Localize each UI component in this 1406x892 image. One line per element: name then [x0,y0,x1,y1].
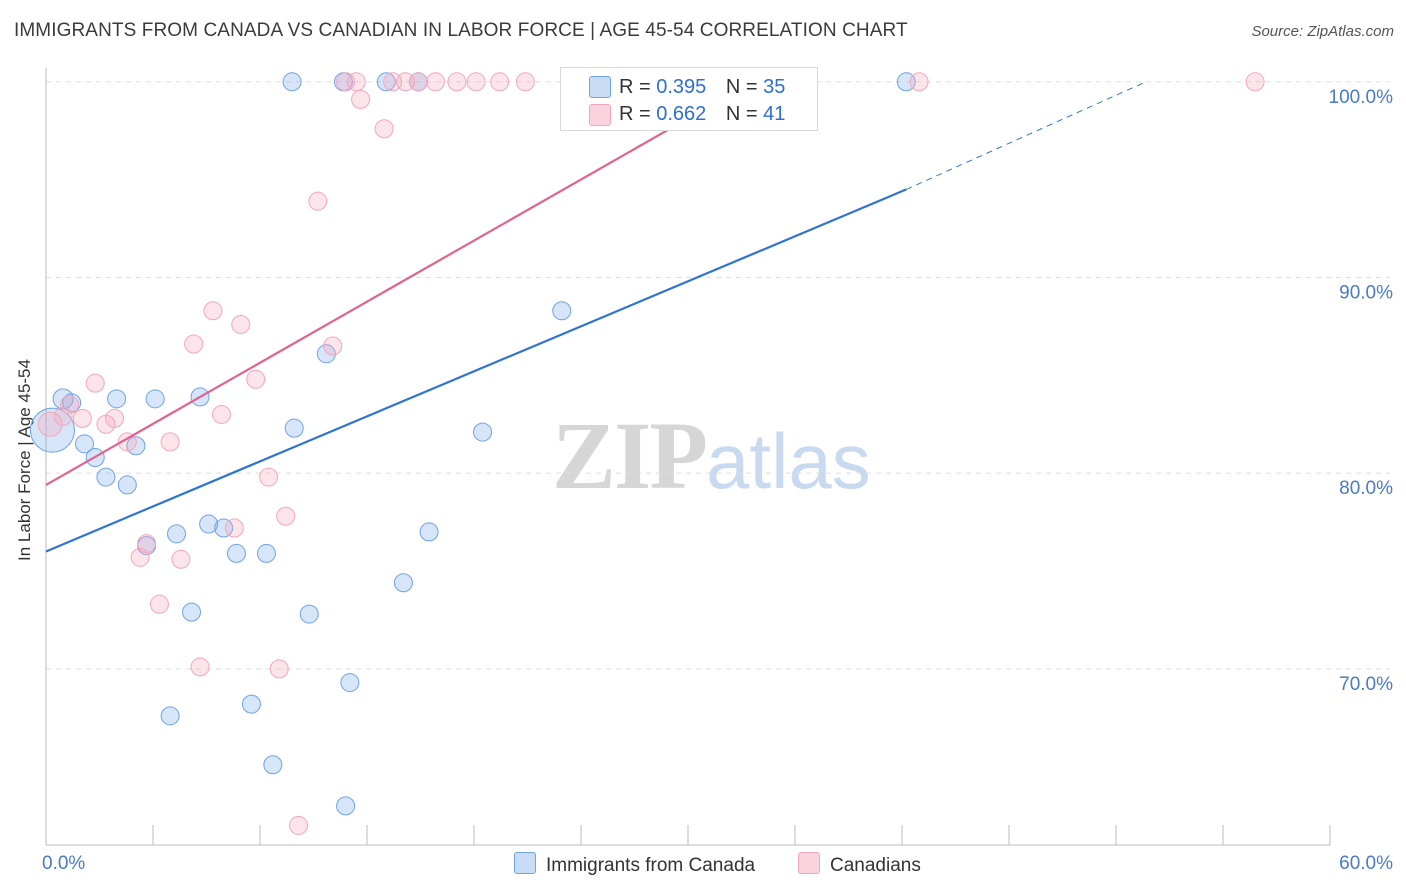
watermark-atlas: atlas [706,417,871,505]
point-canadians [269,659,289,679]
point-canadians [308,191,328,211]
point-canadians [466,72,486,92]
y-tick-label: 100.0% [1329,87,1394,108]
y-tick-label: 90.0% [1339,282,1393,303]
point-canadians [60,395,80,415]
point-immigrants-canada [256,543,276,563]
y-tick-label: 80.0% [1339,478,1393,499]
bottom-swatch-blue [514,852,536,874]
point-immigrants-canada [282,72,302,92]
point-canadians [490,72,510,92]
point-immigrants-canada [107,389,127,409]
point-canadians [190,657,210,677]
legend-n-label: N = [725,76,758,98]
point-immigrants-canada [336,796,356,816]
point-canadians [137,534,157,554]
legend-pink-r: 0.662 [656,103,707,125]
watermark-zip: ZIP [552,402,708,509]
point-immigrants-canada [226,543,246,563]
point-canadians [72,408,92,428]
legend-pink-n: 41 [763,103,786,125]
legend-r-label: R = [619,76,651,98]
point-canadians [408,72,428,92]
trendline-extension [906,81,1147,190]
point-canadians [53,406,73,426]
point-immigrants-canada [263,755,283,775]
legend-r-label: R = [619,103,651,125]
point-canadians [351,89,371,109]
point-immigrants-canada [167,524,187,544]
point-canadians [336,72,356,92]
point-immigrants-canada [199,514,219,534]
point-canadians [447,72,467,92]
point-immigrants-canada [284,418,304,438]
trendline-canadians [45,80,753,486]
point-immigrants-canada [340,673,360,693]
point-canadians [909,72,929,92]
point-immigrants-canada [160,706,180,726]
bottom-legend-blue-label: Immigrants from Canada [546,855,756,876]
point-immigrants-canada [299,604,319,624]
y-tick-label: 70.0% [1339,674,1393,695]
point-canadians [160,432,180,452]
legend-n-label: N = [725,103,758,125]
point-canadians [374,119,394,139]
point-canadians [346,72,366,92]
point-canadians [171,549,191,569]
point-immigrants-canada [117,475,137,495]
point-immigrants-canada [552,301,572,321]
point-immigrants-canada [241,694,261,714]
point-canadians [104,408,124,428]
point-immigrants-canada [182,602,202,622]
point-canadians [515,72,535,92]
legend-blue-n: 35 [763,76,786,98]
point-immigrants-canada [376,72,396,92]
point-canadians [211,404,231,424]
chart-title: IMMIGRANTS FROM CANADA VS CANADIAN IN LA… [14,20,908,41]
point-immigrants-canada [75,434,95,454]
bottom-legend-pink: Canadians [798,852,921,877]
point-immigrants-canada [96,467,116,487]
legend-swatch-blue [589,76,611,98]
point-canadians [184,334,204,354]
point-canadians [149,594,169,614]
point-canadians [276,506,296,526]
point-canadians [224,518,244,538]
point-canadians [289,815,309,835]
point-immigrants-canada [214,518,234,538]
chart-source: Source: ZipAtlas.com [1251,23,1394,40]
point-immigrants-canada [393,573,413,593]
bottom-swatch-pink [798,852,820,874]
trendline-immigrants-canada [45,188,907,553]
point-canadians [117,432,137,452]
point-canadians [1245,72,1265,92]
legend-swatch-pink [589,104,611,126]
point-canadians [323,336,343,356]
point-canadians [85,373,105,393]
bottom-legend-pink-label: Canadians [830,855,921,876]
point-immigrants-canada [419,522,439,542]
legend-blue-r: 0.395 [656,76,707,98]
point-immigrants-canada [29,407,75,453]
legend-row-pink: R = 0.662 N = 41 [619,103,785,126]
point-canadians [246,369,266,389]
point-canadians [425,72,445,92]
bottom-legend-blue: Immigrants from Canada [514,852,755,877]
stats-legend: R = 0.395 N = 35 R = 0.662 N = 41 [560,67,818,131]
point-canadians [259,467,279,487]
point-immigrants-canada [473,422,493,442]
point-canadians [203,301,223,321]
legend-row-blue: R = 0.395 N = 35 [619,76,785,99]
point-immigrants-canada [316,344,336,364]
point-immigrants-canada [145,389,165,409]
point-canadians [231,314,251,334]
x-tick-label: 60.0% [1339,853,1393,874]
point-canadians [37,411,63,437]
watermark: ZIPatlas [552,400,871,511]
x-tick-label: 0.0% [42,853,85,874]
